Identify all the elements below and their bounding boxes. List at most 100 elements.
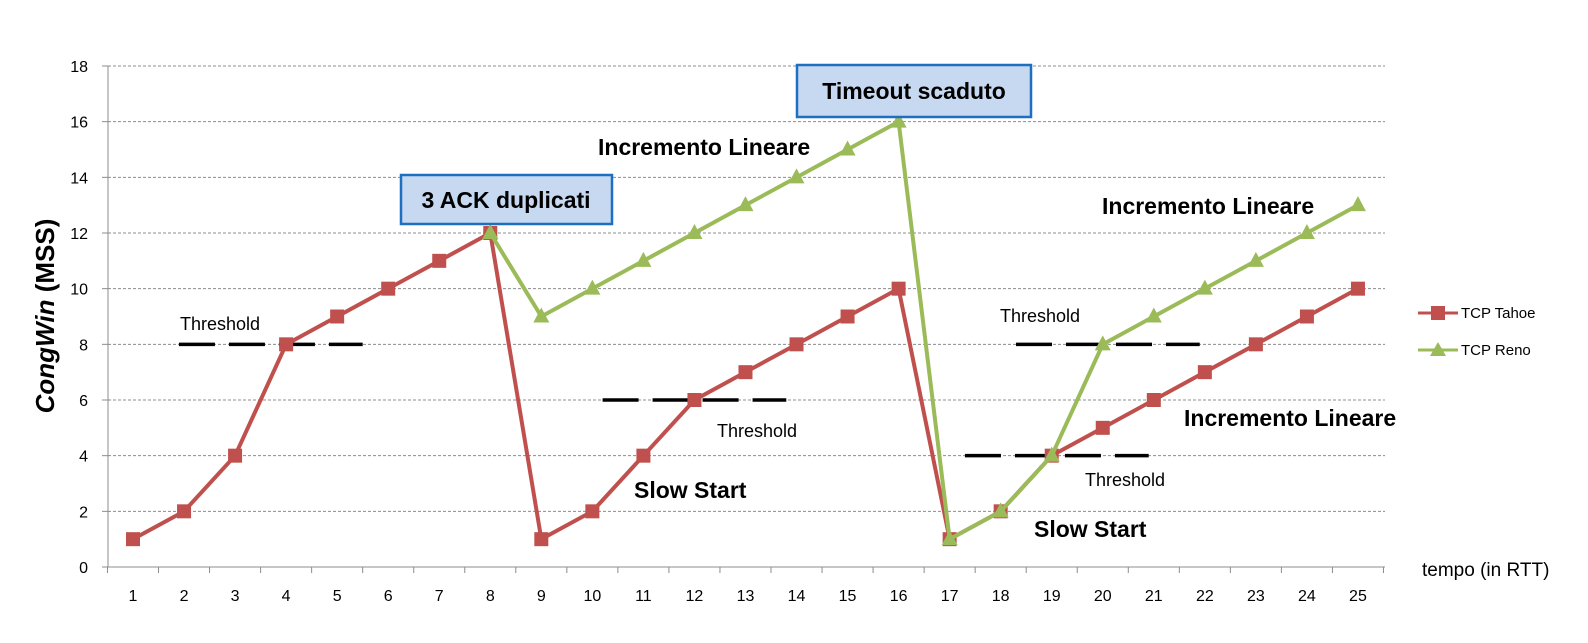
point-tahoe-23 xyxy=(1248,337,1263,352)
point-reno-12 xyxy=(686,224,703,239)
threshold-label-1: Threshold xyxy=(180,314,260,334)
x-tick-label-20: 20 xyxy=(1094,588,1112,605)
point-tahoe-3 xyxy=(228,448,243,463)
annotation-box-timeout xyxy=(795,63,1033,119)
y-tick-label-0: 0 xyxy=(79,560,88,577)
series-line-reno xyxy=(488,119,1359,542)
x-tick-label-3: 3 xyxy=(231,588,240,605)
x-tick-label-10: 10 xyxy=(583,588,601,605)
point-reno-22 xyxy=(1196,279,1213,295)
point-tahoe-7 xyxy=(432,253,447,268)
x-tick-label-13: 13 xyxy=(737,588,755,605)
x-tick-label-24: 24 xyxy=(1298,588,1316,605)
x-tick-label-6: 6 xyxy=(384,588,393,605)
point-reno-10 xyxy=(584,279,601,295)
annotation-slow-start-2: Slow Start xyxy=(1034,516,1147,542)
point-tahoe-1 xyxy=(126,532,140,547)
y-axis-title-unit: (MSS) xyxy=(30,219,60,300)
x-tick-label-7: 7 xyxy=(435,588,444,605)
y-tick-label-12: 12 xyxy=(70,226,88,243)
annotation-incremento-lineare-2: Incremento Lineare xyxy=(1102,193,1314,219)
x-tick-label-11: 11 xyxy=(635,588,652,605)
y-tick-label-8: 8 xyxy=(79,337,88,354)
annotation-text-timeout: Timeout scaduto xyxy=(822,78,1006,104)
point-tahoe-9 xyxy=(534,532,549,547)
point-tahoe-5 xyxy=(330,309,345,324)
point-reno-18 xyxy=(992,502,1009,518)
legend: TCP Tahoe TCP Reno xyxy=(1418,305,1536,359)
point-tahoe-20 xyxy=(1095,420,1110,435)
annotation-incremento-lineare-1: Incremento Lineare xyxy=(598,134,810,160)
legend-marker-reno xyxy=(1430,342,1446,356)
y-tick-label-16: 16 xyxy=(70,115,88,132)
threshold-label-2: Threshold xyxy=(717,421,797,441)
annotation-text-3-ack: 3 ACK duplicati xyxy=(421,187,590,213)
point-reno-8 xyxy=(482,224,499,239)
x-axis-title: tempo (in RTT) xyxy=(1422,560,1549,581)
x-tick-label-16: 16 xyxy=(890,588,908,605)
point-tahoe-2 xyxy=(177,504,192,519)
threshold-label-3: Threshold xyxy=(1085,470,1165,490)
annotation-timeout-scaduto: Timeout scaduto xyxy=(795,63,1033,119)
point-reno-17 xyxy=(941,530,958,546)
y-tick-label-10: 10 xyxy=(70,282,88,299)
point-tahoe-21 xyxy=(1146,393,1161,407)
x-tick-label-14: 14 xyxy=(788,588,806,605)
point-reno-9 xyxy=(533,307,550,323)
point-tahoe-6 xyxy=(381,281,396,296)
threshold-label-4: Threshold xyxy=(1000,306,1080,326)
x-tick-label-19: 19 xyxy=(1043,588,1061,605)
legend-marker-tahoe xyxy=(1431,306,1445,320)
y-tick-label-4: 4 xyxy=(79,449,88,466)
x-tick-label-1: 1 xyxy=(129,588,138,605)
point-tahoe-25 xyxy=(1350,281,1365,296)
point-tahoe-4 xyxy=(279,337,294,352)
point-tahoe-14 xyxy=(789,337,804,352)
x-tick-label-2: 2 xyxy=(180,588,189,605)
x-tick-label-18: 18 xyxy=(992,588,1010,605)
x-tick-label-8: 8 xyxy=(486,588,495,605)
y-tick-label-6: 6 xyxy=(79,393,88,410)
point-reno-21 xyxy=(1145,307,1162,323)
x-tick-label-5: 5 xyxy=(333,588,342,605)
y-tick-label-18: 18 xyxy=(70,59,88,76)
annotation-box-3-ack xyxy=(399,173,614,226)
legend-label-reno: TCP Reno xyxy=(1461,342,1531,359)
point-reno-25 xyxy=(1349,196,1366,212)
annotation-incremento-lineare-3: Incremento Lineare xyxy=(1184,405,1396,431)
annotation-3-ack-duplicati: 3 ACK duplicati xyxy=(399,173,614,226)
y-tick-label-14: 14 xyxy=(70,170,88,187)
point-reno-20 xyxy=(1094,335,1111,351)
annotation-slow-start-1: Slow Start xyxy=(634,477,747,503)
legend-item-tahoe: TCP Tahoe xyxy=(1418,305,1536,322)
y-axis-title-main: CongWin xyxy=(30,300,60,414)
point-reno-23 xyxy=(1247,251,1264,267)
point-reno-11 xyxy=(635,251,652,267)
y-tick-label-2: 2 xyxy=(79,504,88,521)
point-tahoe-12 xyxy=(687,393,702,407)
x-tick-label-22: 22 xyxy=(1196,588,1214,605)
x-tick-label-12: 12 xyxy=(686,588,704,605)
point-tahoe-16 xyxy=(891,281,906,296)
point-tahoe-22 xyxy=(1197,365,1212,380)
x-tick-label-17: 17 xyxy=(941,588,959,605)
legend-label-tahoe: TCP Tahoe xyxy=(1461,305,1536,322)
x-tick-label-15: 15 xyxy=(839,588,857,605)
x-tick-label-4: 4 xyxy=(282,588,291,605)
point-reno-15 xyxy=(839,140,856,156)
point-reno-16 xyxy=(890,112,907,128)
point-tahoe-10 xyxy=(585,504,600,519)
point-tahoe-15 xyxy=(840,309,855,324)
x-tick-label-23: 23 xyxy=(1247,588,1265,605)
point-tahoe-13 xyxy=(738,365,753,380)
point-tahoe-11 xyxy=(636,448,651,463)
point-reno-13 xyxy=(737,196,754,212)
data-series xyxy=(126,112,1366,547)
point-reno-19 xyxy=(1043,446,1060,462)
x-tick-label-9: 9 xyxy=(537,588,546,605)
grid-lines xyxy=(108,65,1385,512)
y-axis-title: CongWin (MSS) xyxy=(30,219,60,414)
